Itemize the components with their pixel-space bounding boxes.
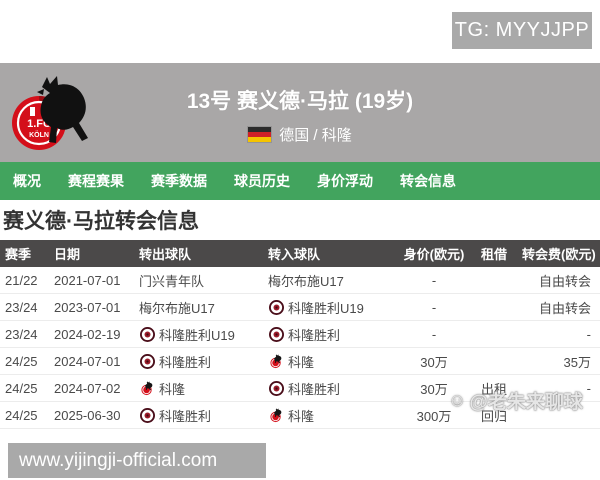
col-header-to-club: 转入球队	[268, 247, 321, 262]
tab-market-value[interactable]: 身价浮动	[317, 173, 373, 189]
date-cell: 2024-02-19	[54, 326, 121, 342]
tab-season-stats[interactable]: 赛季数据	[151, 173, 207, 189]
fee-cell: -	[586, 326, 591, 342]
table-row[interactable]: 24/25 2025-06-30 科隆胜利 科隆 300万 回归	[0, 402, 600, 429]
viktoria-koeln-logo-icon	[139, 326, 155, 342]
fc-koeln-crest-icon: 1.FC KÖLN	[8, 69, 98, 155]
svg-text:KÖLN: KÖLN	[29, 130, 49, 139]
table-row[interactable]: 23/24 2023-07-01 梅尔布施U17 科隆胜利U19 - 自由转会	[0, 294, 600, 321]
player-title: 13号 赛义德·马拉 (19岁)	[186, 90, 414, 113]
col-header-fee: 转会费(欧元)	[522, 247, 596, 262]
date-cell: 2023-07-01	[54, 299, 121, 315]
fc-koeln-logo-icon	[268, 353, 284, 369]
club-name: 门兴青年队	[139, 273, 205, 289]
tg-badge: TG: MYYJJPP	[452, 12, 592, 49]
market-value-cell: -	[431, 299, 437, 315]
transfer-table: 赛季 日期 转出球队 转入球队 身价(欧元) 租借 转会费(欧元) 21/22 2…	[0, 240, 600, 429]
col-header-date: 日期	[54, 247, 81, 262]
season-cell: 23/24	[5, 299, 38, 315]
fee-cell: 自由转会	[538, 273, 591, 289]
to-club-cell[interactable]: 科隆胜利U19	[265, 298, 402, 317]
viktoria-koeln-logo-icon	[139, 353, 155, 369]
club-name: 梅尔布施U17	[139, 300, 215, 316]
table-row[interactable]: 24/25 2024-07-01 科隆胜利 科隆 30万 35万	[0, 348, 600, 375]
player-nationality: 德国 / 科隆	[279, 127, 352, 144]
club-name: 科隆胜利	[288, 327, 341, 343]
col-header-from-club: 转出球队	[139, 247, 192, 262]
club-name: 科隆	[159, 381, 186, 397]
from-club-cell[interactable]: 科隆胜利U19	[135, 325, 265, 344]
date-cell: 2021-07-01	[54, 272, 121, 288]
season-cell: 23/24	[5, 326, 38, 342]
loan-cell: 出租	[480, 381, 507, 397]
table-row[interactable]: 21/22 2021-07-01 门兴青年队 梅尔布施U17 - 自由转会	[0, 267, 600, 294]
market-value-cell: 30万	[420, 381, 448, 397]
from-club-cell[interactable]: 科隆	[135, 379, 265, 398]
club-name: 科隆胜利	[288, 381, 341, 397]
market-value-cell: -	[431, 272, 437, 288]
tab-transfer-info[interactable]: 转会信息	[400, 173, 456, 189]
section-title: 赛义德·马拉转会信息	[3, 210, 199, 233]
season-cell: 21/22	[5, 272, 38, 288]
from-club-cell[interactable]: 科隆胜利	[135, 352, 265, 371]
table-row[interactable]: 24/25 2024-07-02 科隆 科隆胜利 30万 出租 -	[0, 375, 600, 402]
season-cell: 24/25	[5, 353, 38, 369]
fc-koeln-logo-icon	[139, 380, 155, 396]
date-cell: 2024-07-02	[54, 380, 121, 396]
viktoria-koeln-logo-icon	[268, 299, 284, 315]
site-url-bar: www.yijingji-official.com	[8, 443, 266, 478]
col-header-season: 赛季	[5, 247, 32, 262]
to-club-cell[interactable]: 科隆胜利	[265, 379, 402, 398]
table-row[interactable]: 23/24 2024-02-19 科隆胜利U19 科隆胜利 - -	[0, 321, 600, 348]
col-header-loan: 租借	[480, 247, 507, 262]
nav-bar: 概况 赛程赛果 赛季数据 球员历史 身价浮动 转会信息	[0, 162, 600, 200]
fc-koeln-logo-icon	[268, 407, 284, 423]
club-name: 科隆	[288, 354, 315, 370]
germany-flag-icon	[248, 127, 272, 142]
season-cell: 24/25	[5, 380, 38, 396]
fee-cell: -	[586, 380, 591, 396]
to-club-cell[interactable]: 科隆	[265, 406, 402, 425]
from-club-cell[interactable]: 科隆胜利	[135, 406, 265, 425]
fee-cell: 35万	[563, 354, 591, 370]
market-value-cell: 300万	[416, 408, 452, 424]
tab-fixtures[interactable]: 赛程赛果	[68, 173, 124, 189]
viktoria-koeln-logo-icon	[268, 380, 284, 396]
market-value-cell: -	[431, 326, 437, 342]
from-club-cell[interactable]: 梅尔布施U17	[135, 298, 265, 317]
col-header-market-value: 身价(欧元)	[403, 247, 465, 262]
date-cell: 2024-07-01	[54, 353, 121, 369]
club-name: 科隆胜利U19	[288, 300, 364, 316]
fee-cell: 自由转会	[538, 300, 591, 316]
club-name: 科隆	[288, 408, 315, 424]
tab-player-history[interactable]: 球员历史	[234, 173, 290, 189]
club-name: 科隆胜利U19	[159, 327, 235, 343]
to-club-cell[interactable]: 梅尔布施U17	[265, 271, 402, 290]
loan-cell: 回归	[480, 408, 507, 424]
from-club-cell[interactable]: 门兴青年队	[135, 271, 265, 290]
viktoria-koeln-logo-icon	[268, 326, 284, 342]
to-club-cell[interactable]: 科隆胜利	[265, 325, 402, 344]
date-cell: 2025-06-30	[54, 407, 121, 423]
tab-overview[interactable]: 概况	[13, 173, 41, 189]
club-name: 科隆胜利	[159, 354, 212, 370]
table-header-row: 赛季 日期 转出球队 转入球队 身价(欧元) 租借 转会费(欧元)	[0, 240, 600, 267]
player-header: 1.FC KÖLN 13号 赛义德·马拉 (19岁) 德国 / 科隆	[0, 63, 600, 162]
club-name: 科隆胜利	[159, 408, 212, 424]
club-name: 梅尔布施U17	[268, 273, 344, 289]
market-value-cell: 30万	[420, 354, 448, 370]
season-cell: 24/25	[5, 407, 38, 423]
to-club-cell[interactable]: 科隆	[265, 352, 402, 371]
viktoria-koeln-logo-icon	[139, 407, 155, 423]
transfer-table-body: 21/22 2021-07-01 门兴青年队 梅尔布施U17- 自由转会 23/24 202…	[0, 267, 600, 429]
